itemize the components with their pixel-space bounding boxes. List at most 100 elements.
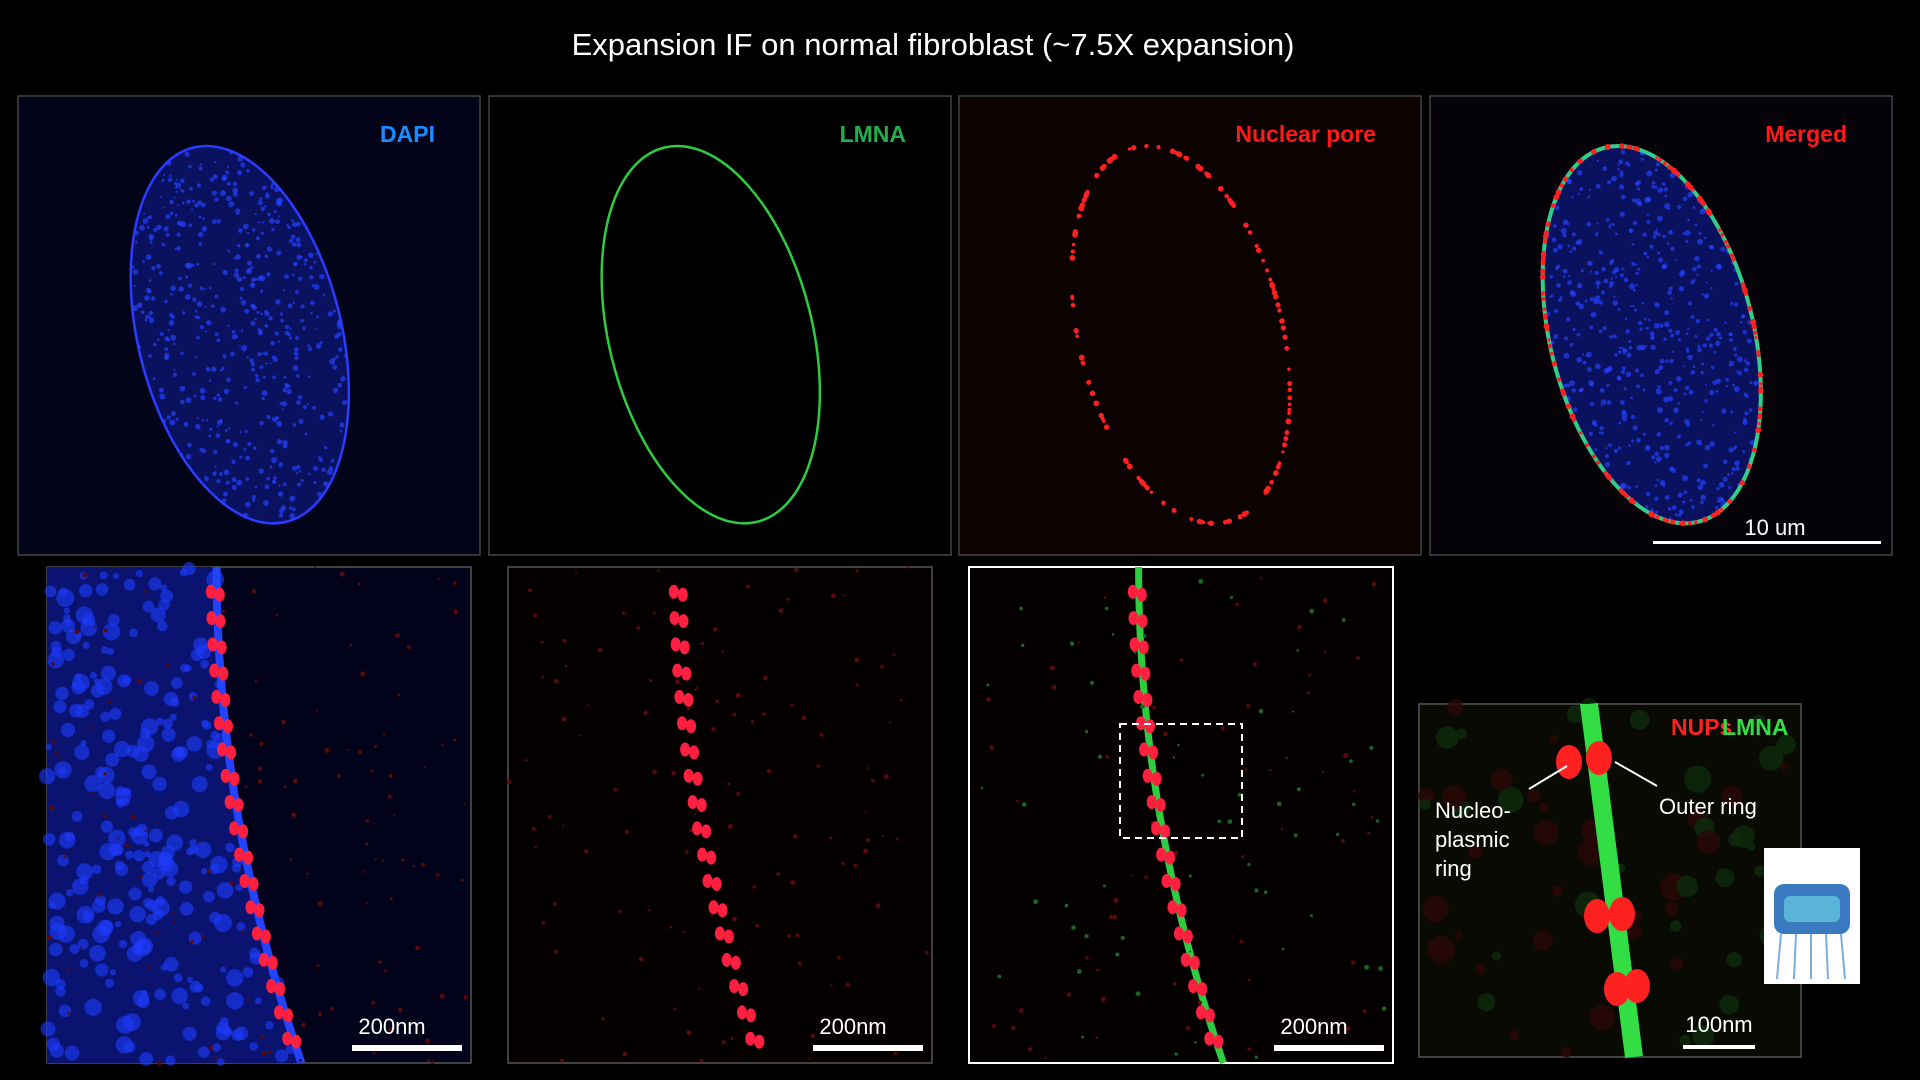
- chromatin-dot: [1598, 329, 1603, 334]
- chromatin-dot: [1742, 420, 1748, 426]
- chromatin-dot: [84, 699, 95, 710]
- pore-dot: [1565, 403, 1571, 409]
- chromatin-dot: [293, 261, 298, 267]
- chromatin-dot: [58, 587, 68, 597]
- chromatin-dot: [199, 163, 203, 166]
- chromatin-dot: [282, 289, 286, 292]
- background-dot: [991, 1023, 996, 1028]
- pore-pair: [282, 1008, 293, 1023]
- chromatin-dot: [225, 480, 230, 485]
- chromatin-dot: [198, 166, 203, 171]
- chromatin-dot: [1639, 327, 1643, 331]
- chromatin-dot: [1608, 443, 1612, 448]
- chromatin-dot: [186, 847, 195, 856]
- chromatin-dot: [1674, 513, 1678, 517]
- chromatin-dot: [307, 346, 313, 352]
- chromatin-dot: [1615, 275, 1618, 279]
- background-dot: [67, 968, 71, 972]
- chromatin-dot: [1735, 466, 1740, 471]
- background-dot: [1163, 731, 1168, 737]
- background-dot: [762, 712, 766, 716]
- background-dot: [1188, 950, 1192, 953]
- pore-dot: [1540, 252, 1547, 258]
- background-dot: [752, 885, 756, 889]
- pore-pair: [711, 876, 722, 891]
- chromatin-dot: [1625, 329, 1630, 334]
- pore-pair: [683, 692, 694, 707]
- pore-blob: [1609, 897, 1635, 931]
- pore-dot: [1156, 145, 1161, 149]
- chromatin-dot: [1571, 388, 1576, 393]
- chromatin-dot: [196, 301, 203, 307]
- chromatin-dot: [1551, 294, 1554, 297]
- chromatin-dot: [329, 358, 336, 365]
- background-dot: [387, 794, 392, 799]
- chromatin-dot: [206, 320, 212, 326]
- chromatin-dot: [1643, 317, 1647, 321]
- chromatin-dot: [1596, 222, 1599, 225]
- background-dot: [98, 893, 103, 897]
- pore-pair: [669, 611, 680, 626]
- pore-dot: [1276, 463, 1281, 468]
- background-dot: [698, 987, 701, 990]
- chromatin-dot: [1552, 247, 1558, 253]
- chromatin-dot: [133, 284, 136, 287]
- pore-pair: [1142, 692, 1153, 707]
- background-dot: [365, 901, 368, 904]
- background-dot: [1292, 710, 1295, 713]
- background-dot: [893, 653, 896, 656]
- chromatin-dot: [1652, 235, 1657, 239]
- pore-dot: [1544, 326, 1550, 332]
- background-dot: [1353, 789, 1356, 793]
- chromatin-dot: [1692, 266, 1697, 272]
- background-dot: [1254, 888, 1259, 893]
- background-dot: [686, 707, 690, 711]
- chromatin-dot: [164, 355, 170, 361]
- chromatin-dot: [1612, 334, 1617, 339]
- chromatin-dot: [42, 968, 61, 987]
- chromatin-dot: [221, 498, 227, 503]
- chromatin-dot: [1704, 383, 1708, 386]
- chromatin-dot: [163, 173, 166, 176]
- chromatin-dot: [1684, 419, 1690, 425]
- pore-dot: [1595, 460, 1601, 465]
- pore-pair: [708, 900, 719, 915]
- pore-pair: [1213, 1034, 1224, 1049]
- pore-pair: [723, 929, 734, 944]
- chromatin-dot: [239, 345, 242, 348]
- chromatin-dot: [195, 841, 212, 859]
- background-dot: [406, 645, 411, 650]
- chromatin-dot: [277, 340, 281, 343]
- chromatin-dot: [1722, 476, 1728, 482]
- chromatin-dot: [330, 458, 335, 463]
- chromatin-dot: [315, 343, 322, 349]
- chromatin-dot: [194, 314, 199, 319]
- chromatin-dot: [1635, 283, 1639, 287]
- background-blob: [1492, 951, 1502, 961]
- chromatin-dot: [222, 354, 227, 359]
- chromatin-dot: [1575, 240, 1580, 245]
- panel-frame: [958, 95, 1422, 556]
- chromatin-dot: [1627, 485, 1631, 490]
- chromatin-dot: [1572, 407, 1578, 412]
- chromatin-dot: [1605, 217, 1610, 222]
- pore-dot: [1693, 520, 1698, 525]
- chromatin-dot: [1637, 320, 1643, 326]
- pore-pair: [273, 1005, 284, 1020]
- scale-label: 10 um: [1744, 515, 1805, 540]
- background-dot: [533, 613, 537, 618]
- background-dot: [686, 1030, 692, 1035]
- chromatin-dot: [1645, 491, 1651, 497]
- chromatin-dot: [141, 871, 158, 888]
- chromatin-dot: [1742, 330, 1747, 335]
- pore-pair: [1156, 847, 1167, 862]
- background-dot: [882, 834, 885, 838]
- chromatin-dot: [244, 429, 248, 434]
- pore-pair: [714, 926, 725, 941]
- background-dot: [393, 814, 396, 817]
- pore-dot: [1241, 511, 1248, 517]
- chromatin-dot: [175, 182, 182, 188]
- chromatin-dot: [1621, 267, 1625, 271]
- chromatin-dot: [174, 213, 178, 217]
